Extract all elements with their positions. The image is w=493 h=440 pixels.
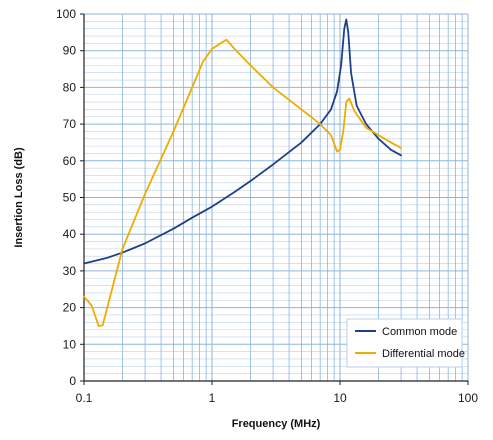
series-line-differential-mode — [83, 38, 402, 327]
axis-layer — [80, 13, 469, 385]
y-tick-label: 50 — [63, 191, 77, 205]
y-tick-label: 30 — [63, 264, 77, 278]
y-tick-label: 40 — [63, 227, 77, 241]
x-tick-label: 0.1 — [76, 391, 93, 405]
x-tick-label: 10 — [333, 391, 347, 405]
y-axis-title: Insertion Loss (dB) — [13, 147, 25, 248]
grid-layer — [83, 13, 469, 382]
y-tick-label: 100 — [56, 7, 76, 21]
y-tick-label: 20 — [63, 301, 77, 315]
legend-box — [346, 318, 463, 368]
y-tick-label: 60 — [63, 154, 77, 168]
x-axis-title: Frequency (MHz) — [232, 418, 321, 430]
y-tick-label: 90 — [63, 44, 77, 58]
y-tick-label: 70 — [63, 117, 77, 131]
legend-common-label: Common mode — [382, 326, 457, 338]
y-tick-label: 0 — [69, 374, 76, 388]
x-tick-label: 100 — [458, 391, 478, 405]
tick-label-layer: 0 10 20 30 40 50 60 70 80 90 100 0.1 1 10 100 — [56, 7, 478, 405]
series-line-common-mode — [83, 18, 402, 265]
series-layer — [83, 18, 402, 327]
y-tick-label: 10 — [63, 337, 77, 351]
x-tick-label: 1 — [209, 391, 216, 405]
legend-differential-label: Differential mode — [382, 348, 465, 360]
y-tick-label: 80 — [63, 80, 77, 94]
legend: Common mode Differential mode — [346, 318, 465, 368]
